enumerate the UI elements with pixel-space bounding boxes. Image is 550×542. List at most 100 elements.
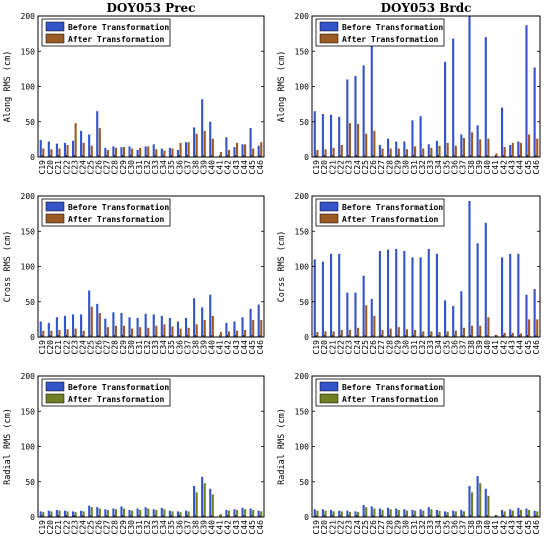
bar-after-C39 <box>203 320 206 337</box>
x-tick-label: C44 <box>240 520 249 535</box>
bar-before-C35 <box>168 147 171 157</box>
bar-before-C28 <box>112 146 115 157</box>
bar-before-C23 <box>71 140 75 157</box>
bar-before-C19 <box>39 140 42 157</box>
x-tick-label: C39 <box>199 520 208 535</box>
bar-before-C34 <box>435 509 438 517</box>
bar-before-C42 <box>225 509 228 517</box>
bar-before-C20 <box>321 114 324 157</box>
x-tick-label: C46 <box>256 340 265 355</box>
bar-after-C44 <box>244 329 247 337</box>
bar-before-C32 <box>144 507 147 517</box>
x-tick-label: C31 <box>135 340 144 355</box>
chart-title: DOY053 Prec <box>107 1 196 15</box>
bar-after-C19 <box>316 510 319 517</box>
x-tick-label: C34 <box>159 520 168 535</box>
bar-after-C41 <box>495 334 498 337</box>
bar-after-C29 <box>397 148 400 157</box>
bar-after-C45 <box>252 148 255 157</box>
x-tick-label: C25 <box>86 160 95 175</box>
bar-before-C20 <box>47 141 50 157</box>
x-tick-label: C35 <box>167 160 176 175</box>
x-tick-label: C38 <box>467 160 476 175</box>
legend: Before Transformation After Transformatio… <box>315 378 445 407</box>
bar-before-C27 <box>378 250 381 337</box>
bar-after-C42 <box>227 149 231 157</box>
legend-label: After Transformation <box>68 214 165 224</box>
bar-before-C19 <box>313 111 316 157</box>
x-tick-label: C21 <box>54 340 63 355</box>
bar-after-C40 <box>487 317 490 337</box>
bar-after-C39 <box>479 325 482 337</box>
x-tick-label: C39 <box>475 160 484 175</box>
bar-before-C34 <box>435 140 438 157</box>
bar-after-C34 <box>163 324 166 337</box>
y-tick-label: 200 <box>295 372 310 381</box>
x-tick-label: C24 <box>78 160 87 175</box>
x-tick-label: C26 <box>95 520 104 535</box>
bar-after-C36 <box>454 511 457 517</box>
bar-before-C38 <box>193 127 196 157</box>
bar-before-C30 <box>403 250 406 337</box>
bar-after-C24 <box>357 123 360 157</box>
chart-title: DOY053 Brdc <box>381 1 472 15</box>
x-tick-label: C21 <box>54 520 63 535</box>
chart-panel-2: DOY053 Brdc Along RMS (cm) 0 50 100 150 200 C19… <box>277 1 541 174</box>
x-tick-label: C20 <box>46 340 55 355</box>
bar-before-C20 <box>47 510 50 517</box>
bar-after-C28 <box>389 328 392 337</box>
bar-after-C20 <box>324 331 327 337</box>
bar-before-C29 <box>120 506 123 517</box>
bar-after-C20 <box>324 510 327 517</box>
x-tick-label: C34 <box>434 520 443 535</box>
bar-after-C25 <box>90 306 93 337</box>
x-tick-label: C40 <box>208 160 217 175</box>
bar-before-C35 <box>168 317 171 337</box>
x-tick-label: C34 <box>159 160 168 175</box>
bar-after-C37 <box>187 511 190 517</box>
x-tick-label: C41 <box>216 160 225 175</box>
bar-after-C31 <box>139 147 142 157</box>
bar-after-C22 <box>340 145 343 157</box>
bar-after-C37 <box>462 327 466 337</box>
bar-after-C30 <box>131 510 134 517</box>
bar-before-C24 <box>80 510 83 517</box>
bar-after-C35 <box>446 142 449 157</box>
bar-before-C25 <box>88 134 91 157</box>
bar-after-C36 <box>179 328 182 337</box>
x-tick-label: C27 <box>103 340 112 355</box>
x-tick-label: C44 <box>240 340 249 355</box>
bar-before-C36 <box>452 305 455 337</box>
bar-before-C24 <box>354 75 357 157</box>
bar-after-C24 <box>357 512 360 517</box>
bar-after-C22 <box>66 145 69 157</box>
bar-before-C34 <box>160 507 163 517</box>
x-tick-label: C40 <box>483 340 492 355</box>
x-tick-label: C31 <box>410 340 419 355</box>
x-tick-label: C44 <box>516 520 525 535</box>
x-tick-label: C33 <box>426 340 435 355</box>
legend-swatch <box>45 21 65 32</box>
y-axis-label: Radial RMS (cm) <box>277 408 287 485</box>
x-tick-label: C23 <box>70 160 79 175</box>
x-tick-label: C30 <box>402 160 411 175</box>
bar-before-C28 <box>387 507 390 517</box>
bar-before-C30 <box>403 141 406 157</box>
bar-before-C45 <box>249 128 252 157</box>
bar-after-C38 <box>195 324 198 337</box>
bar-after-C42 <box>503 511 506 517</box>
legend-label: After Transformation <box>342 394 439 404</box>
legend-swatch <box>319 201 339 212</box>
x-tick-label: C25 <box>86 340 95 355</box>
y-tick-label: 150 <box>295 227 310 236</box>
bar-after-C38 <box>195 492 198 517</box>
x-tick-label: C39 <box>199 160 208 175</box>
bar-after-C38 <box>471 132 474 157</box>
bar-after-C33 <box>430 331 433 337</box>
x-tick-label: C36 <box>175 160 184 175</box>
x-tick-label: C31 <box>410 520 419 535</box>
bar-before-C32 <box>419 257 422 337</box>
bar-after-C21 <box>332 147 335 157</box>
y-tick-label: 150 <box>21 47 36 56</box>
